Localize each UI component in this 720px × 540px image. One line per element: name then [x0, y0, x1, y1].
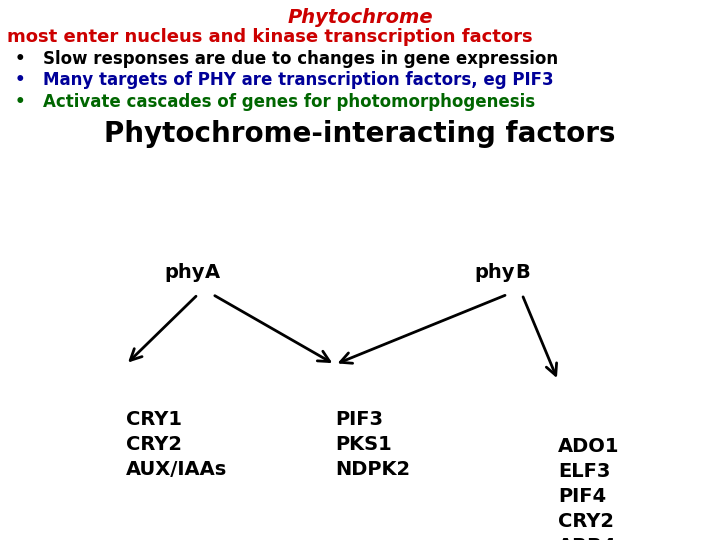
Text: Many targets of PHY are transcription factors, eg PIF3: Many targets of PHY are transcription fa…: [43, 71, 554, 89]
Text: ADO1
ELF3
PIF4
CRY2
ARR4: ADO1 ELF3 PIF4 CRY2 ARR4: [558, 437, 619, 540]
Text: Phytochrome: Phytochrome: [287, 8, 433, 27]
Text: •: •: [14, 71, 25, 89]
Text: Phytochrome-interacting factors: Phytochrome-interacting factors: [104, 120, 616, 148]
Text: •: •: [14, 93, 25, 111]
Text: PIF3
PKS1
NDPK2: PIF3 PKS1 NDPK2: [335, 410, 410, 480]
Text: most enter nucleus and kinase transcription factors: most enter nucleus and kinase transcript…: [7, 28, 533, 46]
Text: B: B: [515, 263, 529, 282]
Text: phy: phy: [474, 263, 515, 282]
Text: CRY1
CRY2
AUX/IAAs: CRY1 CRY2 AUX/IAAs: [126, 410, 228, 480]
Text: •: •: [14, 50, 25, 68]
Text: phy: phy: [165, 263, 205, 282]
Text: Slow responses are due to changes in gene expression: Slow responses are due to changes in gen…: [43, 50, 558, 68]
Text: Activate cascades of genes for photomorphogenesis: Activate cascades of genes for photomorp…: [43, 93, 536, 111]
Text: A: A: [205, 263, 220, 282]
